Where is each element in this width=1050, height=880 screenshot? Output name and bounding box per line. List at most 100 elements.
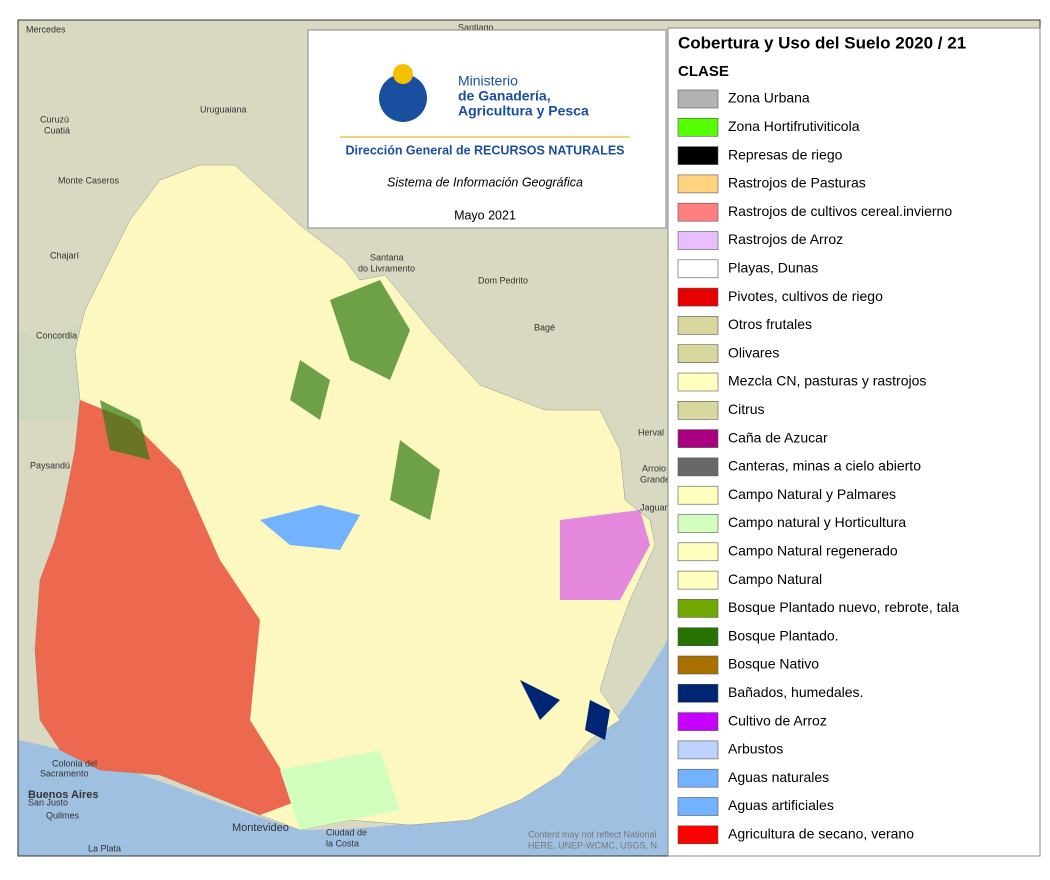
legend-swatch [677, 118, 719, 137]
place-label: Concordia [36, 330, 77, 340]
legend-swatch [677, 372, 719, 392]
legend-label: Campo Natural [728, 571, 822, 587]
ministry: de Ganadería, [458, 88, 551, 104]
legend-swatch [677, 457, 719, 477]
rice-area [560, 510, 650, 600]
legend-label: Agricultura de secano, verano [728, 826, 914, 842]
system: Sistema de Información Geográfica [387, 175, 583, 189]
legend-label: Bañados, humedales. [728, 684, 863, 700]
reservoir [260, 505, 360, 550]
legend-label: Bosque Plantado nuevo, rebrote, tala [728, 599, 959, 615]
legend-label: Represas de riego [728, 146, 843, 162]
legend-label: Citrus [728, 401, 765, 417]
legend-label: Bosque Plantado. [728, 627, 839, 643]
attribution: HERE, UNEP-WCMC, USGS, N [528, 840, 657, 850]
legend-label: Rastrojos de Arroz [728, 231, 843, 247]
place-label: Montevideo [232, 822, 289, 834]
legend-swatch [677, 146, 719, 165]
legend-label: Caña de Azucar [728, 429, 828, 445]
legend-swatch [677, 259, 719, 279]
place-label: la Costa [326, 838, 359, 848]
legend-label: Zona Urbana [728, 90, 810, 106]
legend-swatch [677, 485, 719, 505]
legend-swatch [677, 429, 719, 448]
legend-label: Campo Natural y Palmares [728, 486, 896, 502]
legend-swatch [677, 797, 719, 816]
legend: Cobertura y Uso del Suelo 2020 / 21 CLAS… [667, 27, 1041, 857]
legend-swatch [677, 627, 719, 647]
place-label: Dom Pedrito [478, 275, 528, 285]
place-label: Curuzú [40, 114, 69, 124]
legend-label: Arbustos [728, 741, 783, 757]
place-label: Arroio [642, 463, 666, 473]
legend-swatch [677, 89, 719, 109]
legend-label: Campo Natural regenerado [728, 543, 898, 559]
legend-label: Pivotes, cultivos de riego [728, 288, 883, 304]
legend-label: Otros frutales [728, 316, 812, 332]
ministry: Ministerio [458, 73, 518, 89]
ministry: Agricultura y Pesca [458, 103, 589, 119]
legend-label: Cultivo de Arroz [728, 712, 827, 728]
place-label: Paysandú [30, 460, 70, 470]
legend-label: Rastrojos de cultivos cereal.invierno [728, 203, 952, 219]
place-label: Bagé [534, 322, 555, 332]
place-label: Uruguaiana [200, 104, 247, 114]
forest-areas [100, 280, 440, 520]
legend-swatch [677, 542, 719, 562]
legend-swatch [677, 825, 719, 845]
place-label: Quilmes [46, 810, 80, 820]
place-label: Santana [370, 252, 404, 262]
legend-label: Aguas naturales [728, 769, 829, 785]
legend-swatch [677, 202, 719, 222]
agriculture-area [35, 400, 300, 815]
legend-label: Bosque Nativo [728, 656, 819, 672]
place-label: Buenos Aires [28, 789, 99, 801]
header-box: Ministerio de Ganadería, Agricultura y P… [307, 29, 667, 229]
legend-swatch [677, 655, 719, 675]
place-label: Grande [640, 474, 670, 484]
place-label: Mercedes [26, 24, 66, 34]
legend-swatch [677, 683, 719, 703]
legend-label: Campo natural y Horticultura [728, 514, 906, 530]
legend-label: Mezcla CN, pasturas y rastrojos [728, 373, 926, 389]
place-label: Jaguarão [640, 502, 678, 512]
attribution: Content may not reflect National [528, 829, 657, 839]
logo [379, 74, 427, 122]
legend-swatch [677, 712, 719, 731]
place-label: Colonia del [52, 758, 97, 768]
legend-swatch [677, 231, 719, 250]
place-label: Chajarí [50, 250, 80, 260]
legend-swatch [677, 740, 719, 760]
wetlands [520, 680, 610, 740]
legend-swatch [677, 514, 719, 533]
legend-swatch [677, 570, 719, 590]
legend-label: Canteras, minas a cielo abierto [728, 458, 921, 474]
legend-label: Aguas artificiales [728, 797, 834, 813]
legend-swatch [677, 174, 719, 194]
place-label: Santiago [458, 22, 494, 32]
legend-label: Rastrojos de Pasturas [728, 175, 866, 191]
place-label: Monte Caseros [58, 175, 120, 185]
place-label: San Justo [28, 797, 68, 807]
horticulture-area [280, 750, 400, 830]
place-label: do Livramento [358, 263, 415, 273]
place-label: Herval [638, 427, 664, 437]
place-label: Ciudad de [326, 827, 367, 837]
legend-label: Olivares [728, 344, 779, 360]
direction: Dirección General de RECURSOS NATURALES [346, 143, 625, 157]
legend-label: Zona Hortifrutiviticola [728, 118, 860, 134]
legend-title: Cobertura y Uso del Suelo 2020 / 21 [678, 33, 966, 52]
place-label: Cuatiá [44, 125, 70, 135]
legend-label: Playas, Dunas [728, 260, 818, 276]
legend-swatch [677, 400, 719, 420]
legend-swatch [677, 599, 719, 618]
legend-swatch [677, 316, 719, 335]
place-label: Sacramento [40, 768, 89, 778]
legend-swatch [677, 768, 719, 788]
place-label: La Plata [88, 843, 121, 853]
legend-swatch [677, 287, 719, 307]
date: Mayo 2021 [454, 208, 516, 222]
legend-swatch [677, 344, 719, 364]
legend-subtitle: CLASE [678, 63, 729, 80]
